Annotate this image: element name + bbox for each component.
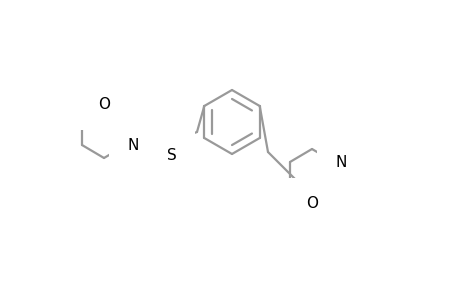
Text: O: O (305, 196, 317, 211)
Text: S: S (167, 148, 177, 163)
Text: S: S (319, 182, 328, 196)
Text: O: O (98, 97, 110, 112)
Text: N: N (127, 137, 138, 152)
Text: N: N (335, 154, 346, 169)
